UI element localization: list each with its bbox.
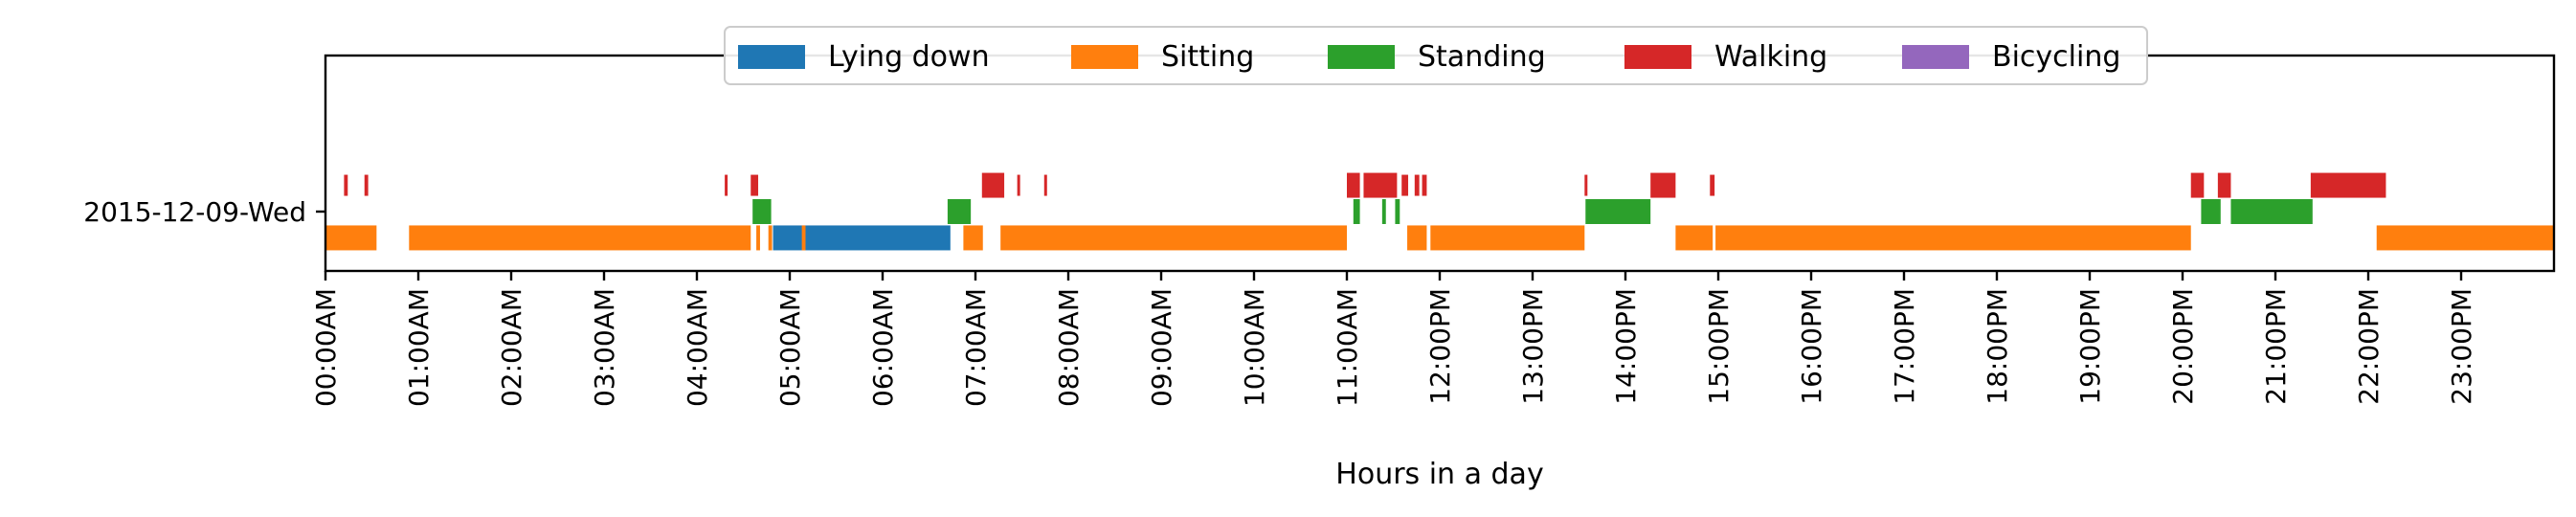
standing-bar-6 xyxy=(2201,199,2221,224)
x-tick-label-20: 20:00PM xyxy=(2167,288,2199,405)
standing-bar-1 xyxy=(947,199,972,224)
standing-bar-3 xyxy=(1381,199,1386,224)
walking-bar-3 xyxy=(750,174,759,196)
x-tick-label-7: 07:00AM xyxy=(960,288,992,407)
standing-bar-7 xyxy=(2230,199,2313,224)
walking-bar-8 xyxy=(1363,172,1398,198)
sitting-bar-7 xyxy=(1407,225,1427,251)
legend: Lying down Sitting Standing Walking Bicyclin… xyxy=(724,26,2148,85)
legend-swatch-3 xyxy=(1624,45,1691,69)
x-tick-label-1: 01:00AM xyxy=(403,288,435,407)
x-tick-label-6: 06:00AM xyxy=(867,288,899,407)
sitting-bar-9 xyxy=(1675,225,1714,251)
sitting-bar-10 xyxy=(1715,225,2191,251)
chart-marks xyxy=(325,172,2554,251)
sitting-bar-3 xyxy=(768,225,773,251)
x-tick-label-15: 15:00PM xyxy=(1703,288,1735,405)
walking-bar-12 xyxy=(1584,174,1588,196)
walking-bar-9 xyxy=(1401,174,1409,196)
walking-bar-11 xyxy=(1422,174,1427,196)
legend-label-1: Sitting xyxy=(1161,40,1254,74)
x-tick-label-22: 22:00PM xyxy=(2353,288,2385,405)
legend-label-2: Standing xyxy=(1418,40,1546,74)
standing-bar-2 xyxy=(1353,199,1360,224)
x-tick-label-8: 08:00AM xyxy=(1053,288,1085,407)
x-axis-label: Hours in a day xyxy=(1335,458,1543,491)
standing-bar-5 xyxy=(1585,199,1651,224)
x-tick-label-12: 12:00PM xyxy=(1424,288,1456,405)
walking-bar-6 xyxy=(1043,174,1047,196)
sitting-bar-4 xyxy=(801,225,806,251)
walking-bar-13 xyxy=(1650,172,1676,198)
x-tick-label-17: 17:00PM xyxy=(1889,288,1920,405)
x-tick-label-5: 05:00AM xyxy=(774,288,806,407)
lying-down-bar-0 xyxy=(773,225,951,251)
legend-swatch-4 xyxy=(1902,45,1969,69)
sitting-bar-1 xyxy=(409,225,751,251)
walking-bar-1 xyxy=(364,174,369,196)
walking-bar-4 xyxy=(981,172,1005,198)
sitting-bar-0 xyxy=(325,225,377,251)
walking-bar-15 xyxy=(2190,172,2205,198)
x-axis: 00:00AM 01:00AM 02:00AM 03:00AM 04:00AM 05:00… xyxy=(310,271,2477,407)
walking-bar-17 xyxy=(2310,172,2386,198)
legend-label-3: Walking xyxy=(1714,40,1827,74)
standing-bar-4 xyxy=(1395,199,1400,224)
walking-bar-14 xyxy=(1710,174,1715,196)
legend-swatch-1 xyxy=(1071,45,1138,69)
y-axis: 2015-12-09-Wed xyxy=(83,196,325,228)
legend-box xyxy=(724,26,2148,85)
x-tick-label-23: 23:00PM xyxy=(2446,288,2477,405)
x-tick-label-11: 11:00AM xyxy=(1332,288,1363,407)
x-tick-label-16: 16:00PM xyxy=(1796,288,1827,405)
standing-bar-0 xyxy=(752,199,772,224)
x-tick-label-13: 13:00PM xyxy=(1517,288,1549,405)
x-tick-label-4: 04:00AM xyxy=(682,288,713,407)
walking-bar-7 xyxy=(1347,172,1360,198)
x-tick-label-18: 18:00PM xyxy=(1982,288,2013,405)
sitting-bar-5 xyxy=(963,225,983,251)
x-tick-label-10: 10:00AM xyxy=(1239,288,1270,407)
sitting-bar-6 xyxy=(1000,225,1347,251)
y-tick-label-0: 2015-12-09-Wed xyxy=(83,196,306,228)
legend-swatch-2 xyxy=(1328,45,1395,69)
x-tick-label-19: 19:00PM xyxy=(2074,288,2106,405)
x-tick-label-0: 00:00AM xyxy=(310,288,342,407)
walking-bar-0 xyxy=(344,174,348,196)
x-tick-label-3: 03:00AM xyxy=(589,288,620,407)
sitting-bar-8 xyxy=(1430,225,1585,251)
sitting-bar-11 xyxy=(2376,225,2554,251)
walking-bar-16 xyxy=(2217,172,2231,198)
x-tick-label-9: 09:00AM xyxy=(1146,288,1177,407)
walking-bar-5 xyxy=(1017,174,1020,196)
x-tick-label-14: 14:00PM xyxy=(1610,288,1642,405)
legend-label-4: Bicycling xyxy=(1992,40,2120,74)
x-tick-label-21: 21:00PM xyxy=(2260,288,2292,405)
walking-bar-2 xyxy=(725,174,728,196)
legend-swatch-0 xyxy=(738,45,805,69)
sitting-bar-2 xyxy=(756,225,760,251)
legend-label-0: Lying down xyxy=(828,40,990,74)
walking-bar-10 xyxy=(1414,174,1420,196)
x-tick-label-2: 02:00AM xyxy=(496,288,527,407)
